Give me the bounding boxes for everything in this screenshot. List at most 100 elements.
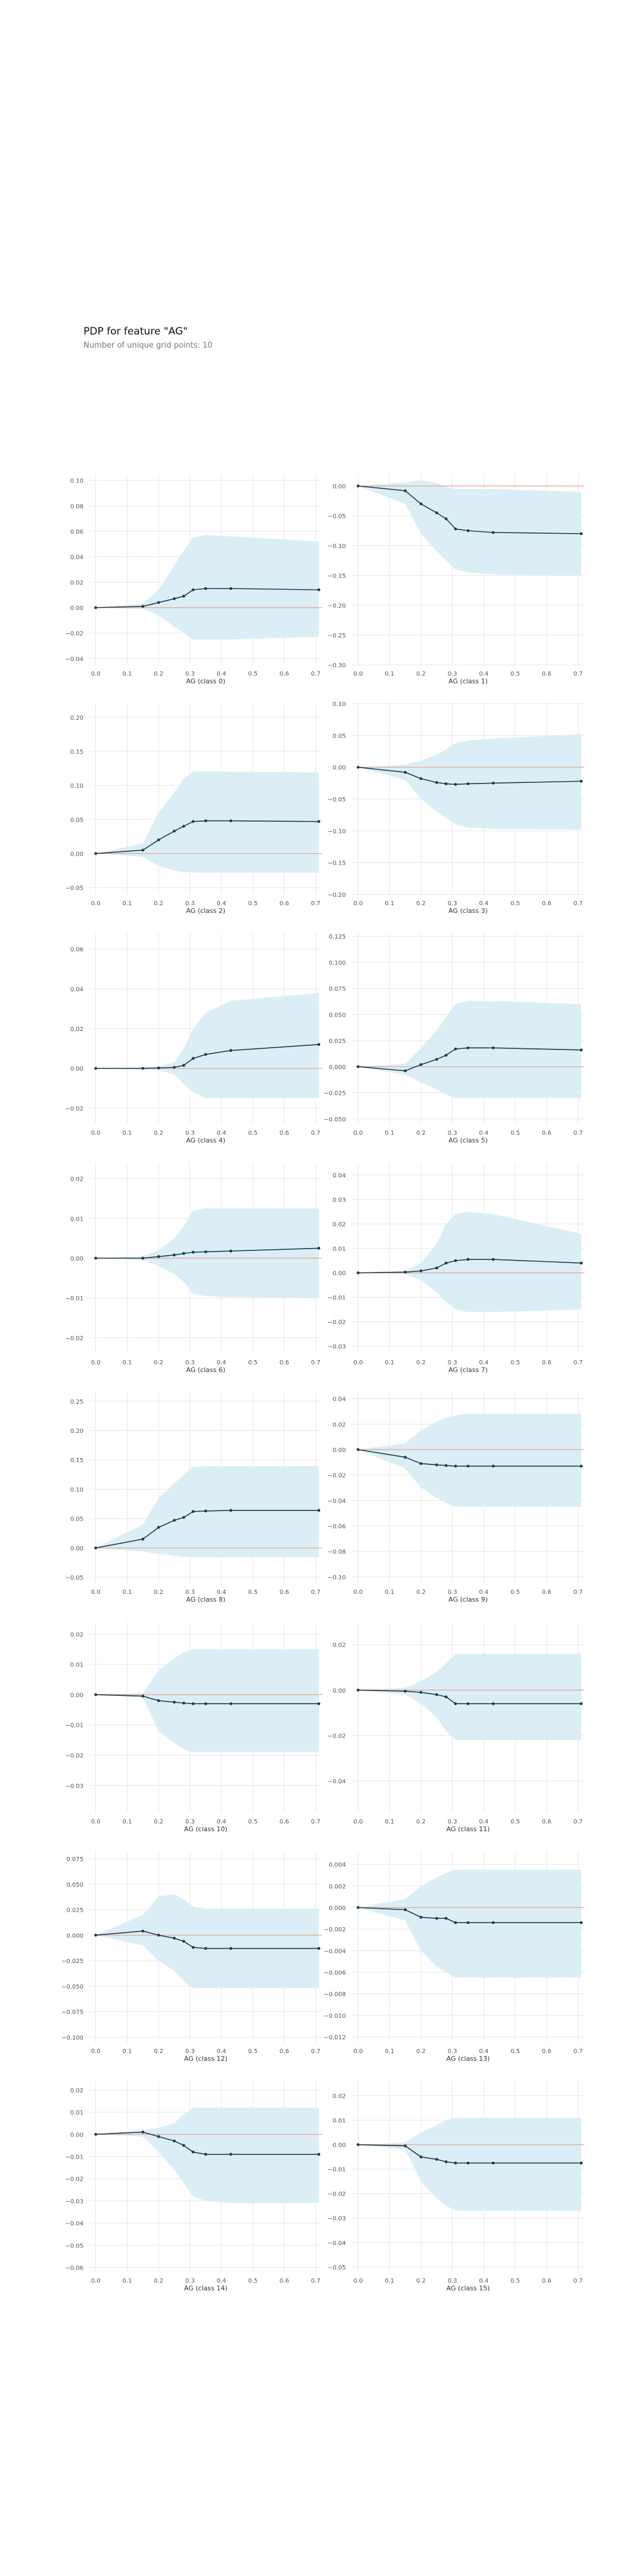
y-tick-label: 0.15 xyxy=(70,749,83,756)
x-tick-label: 0.3 xyxy=(448,2048,457,2055)
x-tick-label: 0.4 xyxy=(216,1130,226,1137)
x-tick-label: 0.6 xyxy=(542,1130,552,1137)
y-tick-label: 0.00 xyxy=(333,1447,346,1454)
y-tick-label: 0.00 xyxy=(70,1692,83,1699)
y-tick-label: 0.050 xyxy=(329,1012,346,1018)
pdp-point xyxy=(580,1465,583,1468)
x-tick-label: 0.0 xyxy=(354,1819,363,1825)
x-tick-label: 0.6 xyxy=(542,1589,552,1596)
x-tick-label: 0.6 xyxy=(280,1360,289,1366)
x-axis-label: AG (class 7) xyxy=(448,1366,488,1374)
x-tick-label: 0.2 xyxy=(154,671,163,677)
pdp-subplot-15: −0.05 −0.04 −0.03 −0.02 −0.01 0.00 0.01 0.02 0.0… xyxy=(327,2081,584,2292)
x-tick-label: 0.3 xyxy=(185,1819,195,1825)
pdp-point xyxy=(94,1933,97,1937)
y-tick-label: 0.02 xyxy=(333,1422,346,1428)
y-tick-label: 0.15 xyxy=(70,1457,83,1464)
figure-header: PDP for feature "AG" Number of unique gr… xyxy=(83,326,212,350)
pdp-point xyxy=(404,1270,407,1274)
x-tick-label: 0.1 xyxy=(385,1819,394,1825)
y-tick-label: −0.15 xyxy=(327,860,346,867)
x-tick-label: 0.6 xyxy=(280,1130,289,1137)
x-axis-label: AG (class 10) xyxy=(184,1825,228,1833)
x-tick-label: 0.4 xyxy=(216,1589,226,1596)
pdp-point xyxy=(317,2153,321,2156)
pdp-point xyxy=(229,1049,233,1052)
pdp-point xyxy=(182,1940,185,1943)
pdp-point xyxy=(317,1246,321,1250)
x-axis-label: AG (class 3) xyxy=(448,907,488,915)
x-tick-label: 0.0 xyxy=(354,1589,363,1596)
pdp-subplot-11: −0.04 −0.02 0.00 0.02 0.0 0.1 0.2 0.3 0.4 0.5 0.6 0… xyxy=(327,1622,584,1833)
pdp-point xyxy=(141,1537,144,1541)
y-tick-label: −0.02 xyxy=(327,2191,346,2198)
pdp-point xyxy=(191,588,195,592)
pdp-point xyxy=(357,1448,360,1451)
pdp-point xyxy=(444,1916,448,1920)
pdp-point xyxy=(444,1695,448,1699)
pdp-point xyxy=(466,1465,470,1468)
pdp-point xyxy=(157,838,160,841)
y-tick-label: −0.02 xyxy=(327,1733,346,1739)
pdp-point xyxy=(435,1463,438,1467)
pdp-point xyxy=(182,595,185,598)
y-tick-label: 0.05 xyxy=(70,1516,83,1523)
pdp-point xyxy=(357,1906,360,1909)
y-tick-label: 0.01 xyxy=(333,2118,346,2125)
pdp-point xyxy=(466,529,470,532)
pdp-point xyxy=(204,1250,208,1253)
pdp-point xyxy=(317,1947,321,1950)
y-tick-label: −0.008 xyxy=(324,1992,346,1998)
pdp-point xyxy=(419,1063,423,1066)
pdp-point xyxy=(229,1947,233,1950)
pdp-point xyxy=(94,606,97,609)
pdp-subplot-2: −0.05 0.00 0.05 0.10 0.15 0.20 0.0 0.1 0.2 0.3 0.4… xyxy=(65,704,322,915)
figure-subtitle: Number of unique grid points: 10 xyxy=(83,341,213,350)
y-tick-label: 0.000 xyxy=(329,1064,346,1071)
y-tick-label: 0.02 xyxy=(70,1631,83,1638)
pdp-point xyxy=(191,1946,195,1949)
x-tick-label: 0.2 xyxy=(154,1130,163,1137)
x-tick-label: 0.7 xyxy=(311,671,321,677)
pdp-point xyxy=(172,2140,176,2142)
pdp-point xyxy=(229,1702,233,1705)
pdp-point xyxy=(491,1046,495,1049)
y-tick-label: 0.075 xyxy=(329,986,346,993)
y-tick-label: 0.00 xyxy=(70,2132,83,2138)
x-tick-label: 0.1 xyxy=(385,1130,394,1137)
pdp-point xyxy=(454,1921,457,1924)
pdp-point xyxy=(491,1258,495,1261)
x-tick-label: 0.3 xyxy=(448,671,457,677)
y-tick-label: 0.004 xyxy=(329,1862,346,1869)
x-tick-label: 0.4 xyxy=(479,1819,488,1825)
pdp-point xyxy=(229,1509,233,1512)
pdp-point xyxy=(357,1688,360,1692)
x-tick-label: 0.0 xyxy=(91,900,101,907)
y-tick-label: 0.02 xyxy=(70,2088,83,2094)
y-tick-label: −0.012 xyxy=(324,2035,346,2041)
y-tick-label: 0.02 xyxy=(70,1176,83,1183)
x-tick-label: 0.0 xyxy=(91,1819,101,1825)
pdp-point xyxy=(191,2150,195,2154)
x-tick-label: 0.0 xyxy=(354,2278,363,2284)
pdp-point xyxy=(182,1516,185,1519)
x-tick-label: 0.4 xyxy=(216,1819,226,1825)
x-tick-label: 0.6 xyxy=(542,900,552,907)
y-tick-label: 0.01 xyxy=(70,1662,83,1668)
y-tick-label: −0.01 xyxy=(65,1296,83,1302)
pdp-point xyxy=(466,1258,470,1261)
y-tick-label: −0.02 xyxy=(327,1473,346,1479)
confidence-band xyxy=(358,1001,581,1098)
confidence-band xyxy=(358,1869,581,1978)
y-tick-label: 0.05 xyxy=(333,733,346,739)
x-tick-label: 0.0 xyxy=(354,1360,363,1366)
x-tick-label: 0.6 xyxy=(280,1819,289,1825)
x-tick-label: 0.7 xyxy=(311,2278,321,2284)
pdp-point xyxy=(404,489,407,493)
pdp-point xyxy=(191,820,195,823)
x-axis-label: AG (class 5) xyxy=(448,1137,488,1144)
x-tick-label: 0.5 xyxy=(248,671,258,677)
pdp-point xyxy=(404,2144,407,2148)
pdp-point xyxy=(204,1947,208,1950)
